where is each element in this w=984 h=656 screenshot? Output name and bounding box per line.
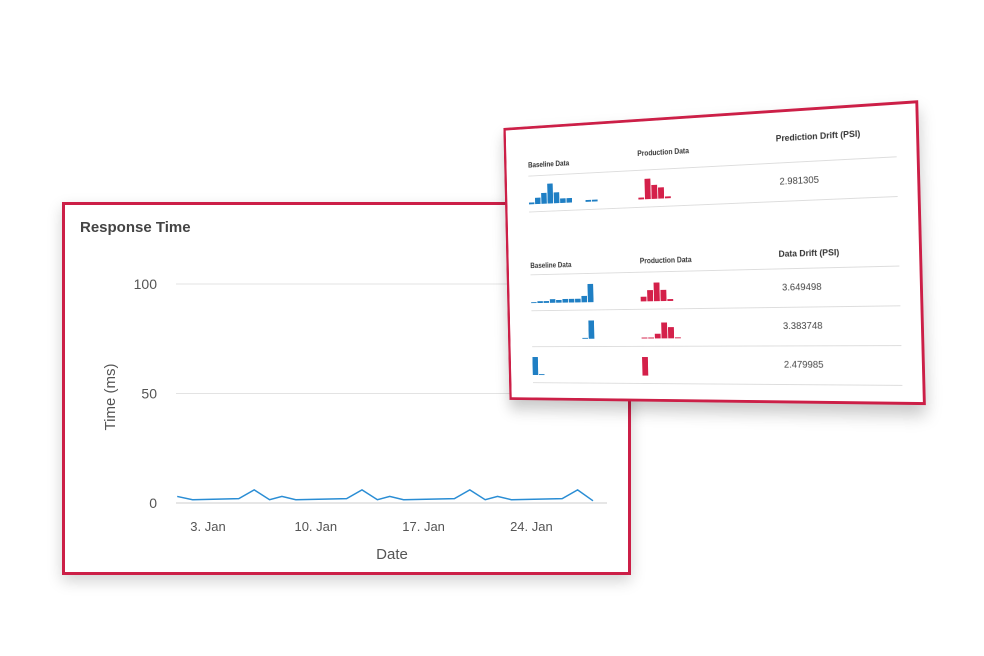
production-histogram [638,176,671,200]
production-histogram [641,316,681,339]
histogram-bar [582,338,588,339]
header-data-drift: Data Drift (PSI) [778,247,840,260]
histogram-bar [537,300,543,304]
histogram-bar [575,299,581,303]
histogram-bar [651,185,658,199]
header-baseline: Baseline Data [530,260,572,270]
histogram-bar [556,300,562,303]
histogram-bar [566,198,573,203]
histogram-bar [654,333,661,339]
histogram-bar [541,192,547,204]
histogram-bar [553,191,560,204]
histogram-bar [560,198,566,204]
header-prediction-drift: Prediction Drift (PSI) [775,128,861,145]
histogram-bar [674,337,681,339]
x-tick-label: 24. Jan [510,519,553,534]
histogram-bar [532,357,539,376]
drift-panel: Baseline Data Production Data Prediction… [503,100,926,406]
histogram-bar [658,187,665,199]
row-divider [531,305,901,312]
histogram-bar [638,197,645,200]
histogram-bar [591,199,598,202]
baseline-histogram [532,317,595,339]
row-divider [532,345,902,348]
histogram-bar [547,183,554,204]
histogram-bar [661,322,668,339]
row-divider [532,382,903,386]
header-production: Production Data [637,146,690,158]
production-histogram [642,353,649,376]
histogram-bar [660,289,667,302]
x-axis-label: Date [376,546,408,563]
psi-value: 2.981305 [779,174,820,188]
histogram-bar [535,197,541,205]
response-time-line [177,488,594,502]
histogram-bar [641,337,648,339]
header-baseline: Baseline Data [527,159,570,170]
histogram-bar [587,284,594,303]
x-tick-label: 17. Jan [402,519,445,534]
x-tick-label: 3. Jan [190,519,225,534]
y-tick-label: 50 [141,386,157,402]
histogram-bar [568,299,575,303]
histogram-bar [642,357,649,376]
baseline-histogram [531,280,594,304]
histogram-bar [531,302,537,304]
y-axis-label: Time (ms) [102,364,119,431]
histogram-bar [664,195,671,199]
histogram-bar [539,373,545,376]
histogram-bar [588,320,595,339]
histogram-bar [648,337,655,339]
histogram-bar [667,298,674,301]
x-tick-label: 10. Jan [294,519,337,534]
response-time-chart: 0 50 100 3. Jan 10. Jan 17. Jan 24. Jan Date Tim… [102,276,607,563]
y-tick-label: 100 [134,276,158,292]
y-tick-label: 0 [149,495,157,511]
histogram-bar [644,178,651,200]
histogram-bar [647,289,654,302]
histogram-bar [562,299,569,303]
histogram-bar [667,326,675,339]
chart-title: Response Time [80,219,191,236]
production-histogram [640,278,674,302]
header-production: Production Data [639,255,692,266]
psi-value: 3.383748 [782,320,823,332]
histogram-bar [640,296,647,302]
histogram-bar [581,295,588,303]
histogram-bar [653,282,660,302]
histogram-bar [528,201,535,205]
baseline-histogram [532,353,545,376]
histogram-bar [585,199,592,202]
psi-value: 3.649498 [781,281,822,294]
psi-value: 2.479985 [783,358,824,371]
baseline-histogram [528,179,598,205]
histogram-bar [543,300,550,303]
histogram-bar [549,299,556,303]
